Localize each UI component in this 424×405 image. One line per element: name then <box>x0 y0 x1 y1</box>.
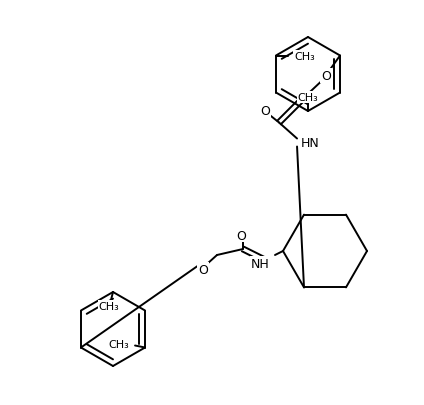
Text: CH₃: CH₃ <box>298 93 318 103</box>
Text: CH₃: CH₃ <box>108 339 129 349</box>
Text: CH₃: CH₃ <box>99 301 120 311</box>
Text: NH: NH <box>250 257 269 270</box>
Text: CH₃: CH₃ <box>294 51 315 61</box>
Text: O: O <box>198 263 208 276</box>
Text: O: O <box>260 105 270 118</box>
Text: O: O <box>321 70 331 83</box>
Text: O: O <box>236 229 246 242</box>
Text: HN: HN <box>301 136 320 149</box>
